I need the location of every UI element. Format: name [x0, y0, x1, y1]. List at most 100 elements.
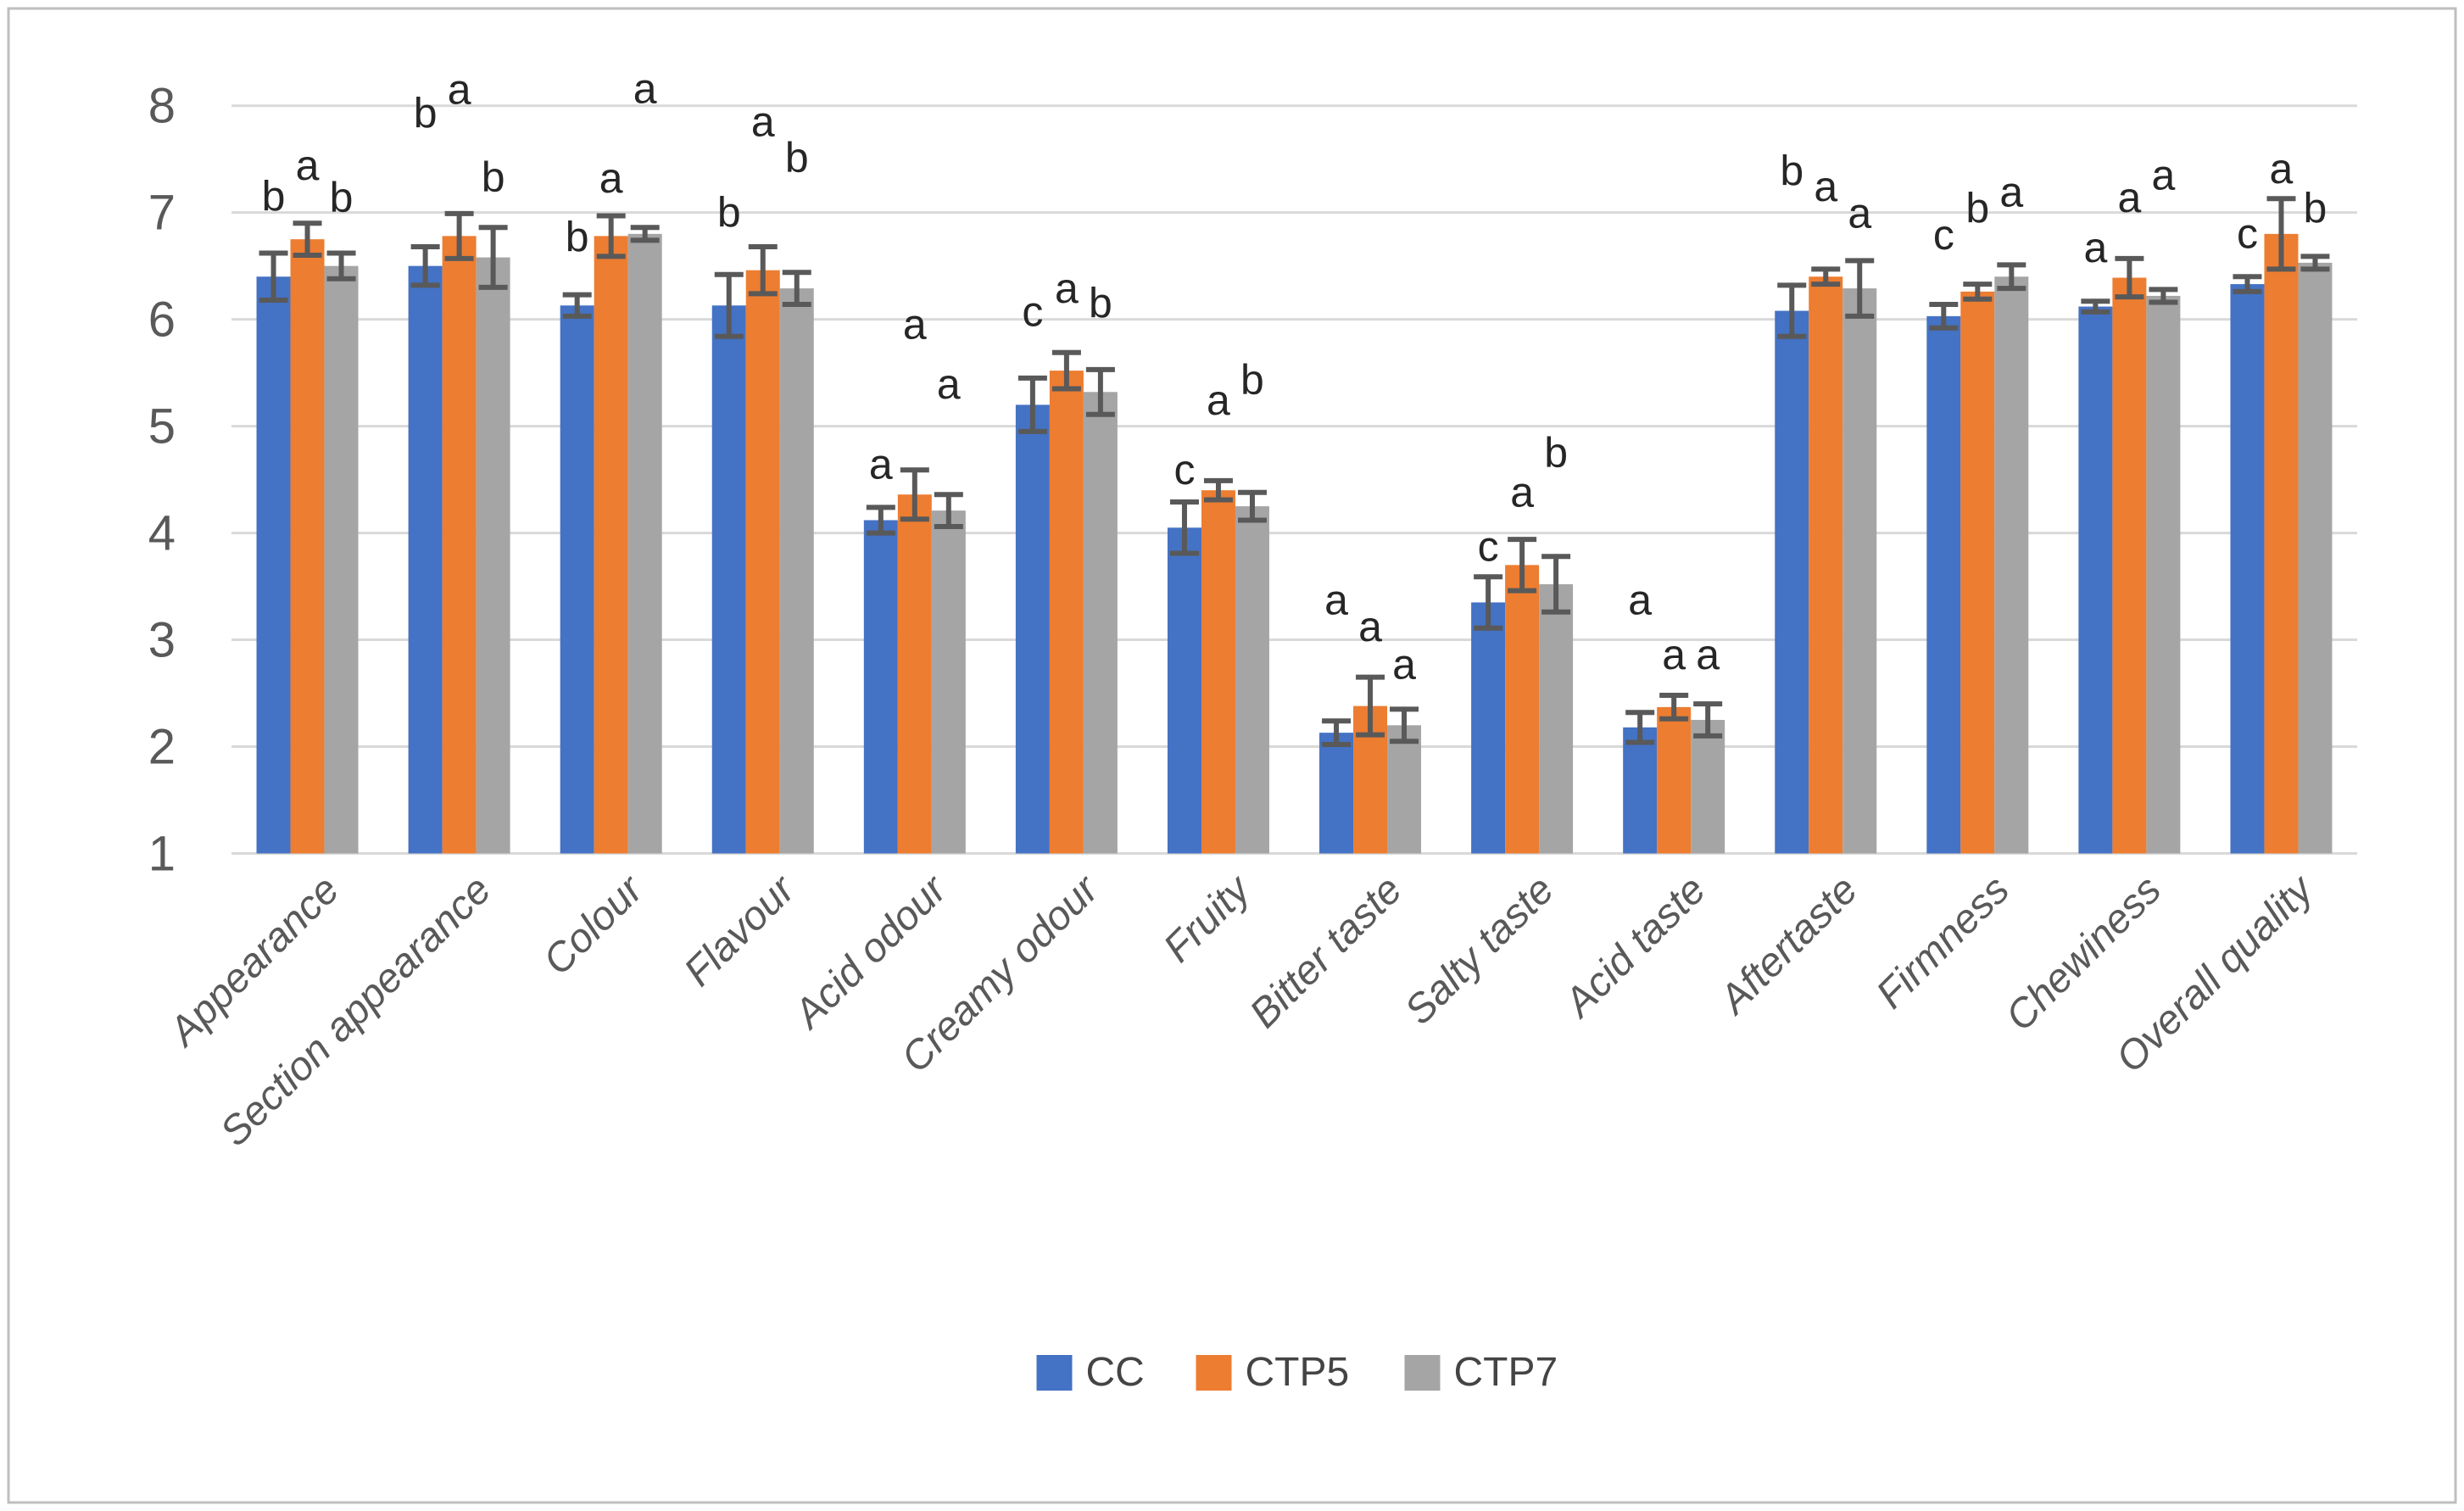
- significance-letter-CC-salty-taste: c: [1478, 523, 1499, 571]
- legend-swatch-ctp5: [1196, 1355, 1232, 1391]
- significance-letter-CTP7-section-appearance: b: [482, 153, 505, 201]
- bar-CTP7-firmness: [1994, 276, 2029, 854]
- significance-letter-CC-section-appearance: b: [414, 89, 438, 137]
- significance-letter-CC-acid-taste: a: [1628, 577, 1652, 624]
- bar-CC-bitter-taste: [1319, 733, 1354, 854]
- bar-CTP5-flavour: [745, 270, 780, 854]
- bar-CTP7-creamy-odour: [1083, 392, 1118, 854]
- error-bar-CTP5-salty-taste: [1508, 537, 1537, 594]
- significance-letter-CTP5-chewiness: a: [2117, 174, 2141, 221]
- y-tick-label-4: 4: [148, 506, 176, 561]
- significance-letter-CTP5-aftertaste: a: [1814, 163, 1837, 210]
- bar-CTP7-overall-quality: [2298, 262, 2333, 854]
- error-bar-CTP7-appearance: [326, 250, 356, 282]
- bar-CTP5-appearance: [290, 239, 325, 854]
- y-tick-label-6: 6: [148, 293, 176, 348]
- significance-letter-CTP5-firmness: b: [1965, 184, 1989, 231]
- bar-CTP7-chewiness: [2146, 295, 2181, 854]
- significance-letter-CTP5-appearance: a: [296, 142, 320, 189]
- bar-CTP7-acid-odour: [931, 510, 966, 854]
- error-bar-CTP7-acid-taste: [1693, 701, 1723, 739]
- y-tick-label-5: 5: [148, 399, 176, 454]
- error-bar-CTP5-fruity: [1203, 477, 1233, 503]
- significance-letter-CTP5-acid-taste: a: [1662, 631, 1686, 678]
- error-bar-CTP7-creamy-odour: [1085, 366, 1115, 417]
- error-bar-CTP5-chewiness: [2115, 255, 2144, 300]
- significance-letter-CC-bitter-taste: a: [1324, 577, 1348, 624]
- significance-letter-CTP7-creamy-odour: b: [1089, 279, 1112, 326]
- error-bar-CTP7-firmness: [1997, 262, 2026, 292]
- significance-letter-CC-overall-quality: c: [2237, 210, 2258, 258]
- error-bar-CTP7-acid-odour: [934, 492, 963, 530]
- legend-label-ctp5: CTP5: [1246, 1350, 1350, 1395]
- bar-CTP7-section-appearance: [476, 257, 510, 854]
- bar-CC-aftertaste: [1775, 310, 1809, 854]
- y-tick-label-3: 3: [148, 613, 176, 668]
- error-bar-CTP5-firmness: [1963, 282, 1993, 302]
- error-bar-CC-creamy-odour: [1017, 375, 1047, 434]
- error-bar-CTP5-section-appearance: [444, 210, 474, 261]
- significance-letter-CTP5-salty-taste: a: [1510, 468, 1534, 516]
- bar-CTP5-aftertaste: [1809, 276, 1843, 854]
- significance-letter-CC-appearance: b: [262, 173, 286, 220]
- significance-letter-CC-flavour: b: [717, 188, 741, 236]
- significance-letter-CTP5-fruity: a: [1207, 376, 1230, 424]
- significance-letter-CTP5-bitter-taste: a: [1358, 603, 1382, 650]
- error-bar-CTP5-overall-quality: [2266, 196, 2296, 272]
- significance-letter-CC-firmness: c: [1933, 211, 1954, 259]
- error-bar-CTP5-acid-taste: [1659, 693, 1689, 722]
- bar-CC-chewiness: [2078, 306, 2113, 854]
- bar-CTP5-fruity: [1201, 490, 1235, 854]
- bar-CTP5-acid-odour: [897, 494, 932, 854]
- significance-letter-CTP7-bitter-taste: a: [1392, 640, 1416, 688]
- significance-letter-CTP5-overall-quality: a: [2270, 145, 2294, 192]
- bar-CTP5-firmness: [1960, 291, 1995, 854]
- bar-CC-salty-taste: [1471, 602, 1506, 854]
- bar-CTP5-creamy-odour: [1049, 371, 1084, 854]
- significance-letter-CC-acid-odour: a: [869, 441, 893, 488]
- significance-letter-CTP7-colour: a: [633, 64, 657, 112]
- bar-CTP7-aftertaste: [1842, 288, 1877, 854]
- legend: CC CTP5 CTP7: [1036, 1350, 1558, 1395]
- error-bar-CC-flavour: [714, 271, 744, 339]
- significance-letter-CTP7-firmness: a: [1999, 168, 2023, 215]
- bar-CC-acid-odour: [863, 520, 898, 854]
- significance-letter-CTP7-chewiness: a: [2151, 151, 2175, 198]
- bar-CC-fruity: [1167, 527, 1201, 854]
- significance-letter-CTP5-section-appearance: a: [448, 66, 471, 114]
- bar-CTP5-section-appearance: [442, 236, 477, 854]
- bar-CC-colour: [560, 305, 594, 854]
- bar-CTP7-bitter-taste: [1387, 725, 1422, 854]
- bar-CTP5-salty-taste: [1505, 565, 1540, 854]
- significance-letter-CTP7-acid-odour: a: [937, 360, 961, 408]
- legend-swatch-ctp7: [1404, 1355, 1441, 1391]
- y-tick-label-1: 1: [148, 826, 176, 881]
- error-bar-CTP7-chewiness: [2149, 287, 2178, 305]
- bar-CC-section-appearance: [408, 265, 443, 854]
- significance-letter-CTP7-flavour: b: [785, 134, 809, 181]
- significance-letter-CTP7-salty-taste: b: [1544, 429, 1568, 477]
- bar-CTP7-fruity: [1235, 506, 1269, 854]
- significance-letter-CTP5-flavour: a: [751, 98, 775, 145]
- error-bar-CC-appearance: [259, 250, 288, 303]
- error-bar-CC-section-appearance: [410, 243, 440, 288]
- bar-CTP5-colour: [594, 236, 628, 854]
- error-bar-CTP5-flavour: [748, 243, 778, 297]
- error-bar-CC-chewiness: [2081, 298, 2110, 315]
- significance-letter-CC-fruity: c: [1173, 446, 1195, 493]
- bar-CC-appearance: [256, 276, 291, 854]
- error-bar-CC-firmness: [1929, 302, 1959, 331]
- legend-label-cc: CC: [1086, 1350, 1145, 1395]
- error-bar-CC-salty-taste: [1474, 574, 1503, 631]
- significance-letter-CTP5-acid-odour: a: [903, 301, 927, 348]
- error-bar-CC-acid-odour: [866, 505, 895, 536]
- significance-letter-CC-creamy-odour: c: [1022, 288, 1043, 336]
- error-bar-CTP7-aftertaste: [1845, 258, 1875, 319]
- error-bar-CC-fruity: [1169, 499, 1199, 556]
- bar-CTP7-colour: [627, 233, 662, 854]
- bar-CTP5-chewiness: [2112, 277, 2147, 854]
- error-bar-CC-aftertaste: [1777, 282, 1807, 339]
- legend-swatch-cc: [1036, 1355, 1073, 1391]
